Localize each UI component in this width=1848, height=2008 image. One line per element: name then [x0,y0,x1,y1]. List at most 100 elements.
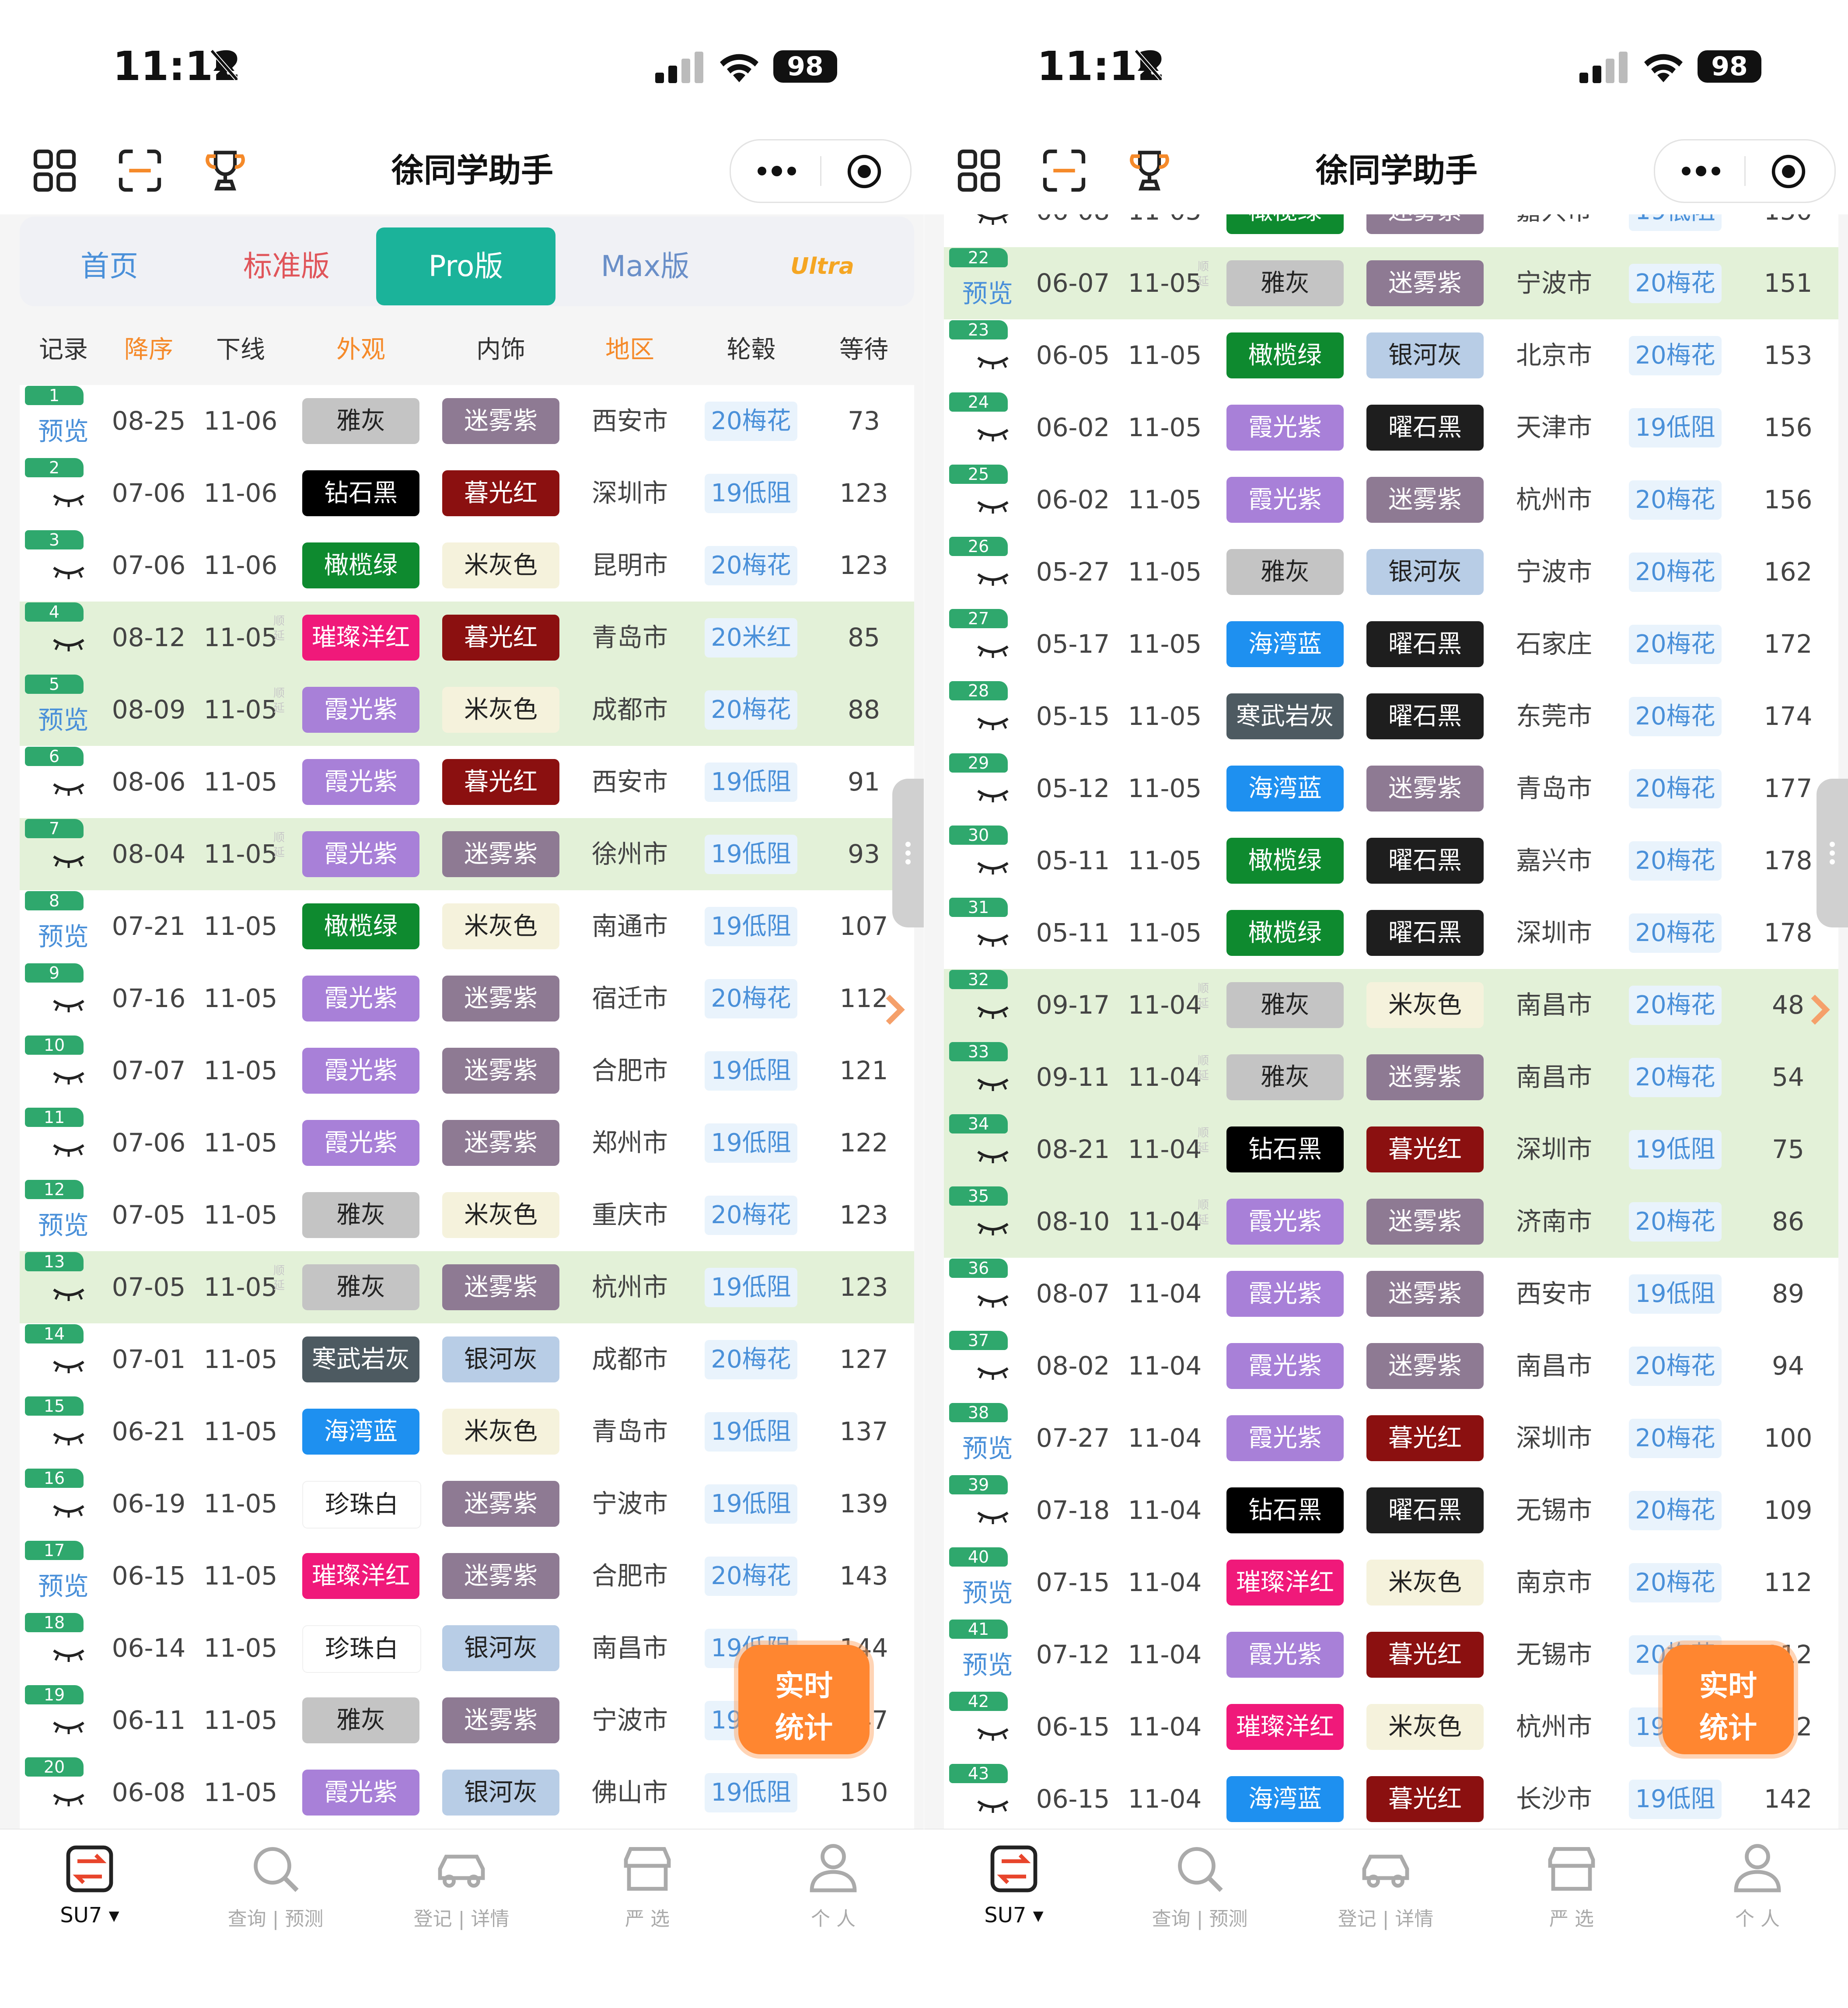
bottom-tab-3[interactable]: 严 选 [582,1838,713,1952]
table-row[interactable]: 17 预览 06-15 11-05 璀璨洋红 迷雾紫 合肥市 20梅花 143 [20,1540,914,1613]
table-row[interactable]: 1 预览 08-25 11-06 雅灰 迷雾紫 西安市 20梅花 73 [20,385,914,458]
closed-eye-icon[interactable] [51,781,86,798]
closed-eye-icon[interactable] [51,1070,86,1087]
table-row[interactable]: 15 06-21 11-05 海湾蓝 米灰色 青岛市 19低阻 137 [20,1396,914,1469]
preview-link[interactable]: 预览 [38,922,89,952]
table-row[interactable]: 43 06-15 11-04 海湾蓝 暮光红 长沙市 19低阻 142 [944,1763,1838,1829]
table-row[interactable]: 35 08-10 11-04 顺延 霞光紫 迷雾紫 济南市 20梅花 86 [944,1186,1838,1259]
tab-1[interactable]: 标准版 [243,249,330,283]
closed-eye-icon[interactable] [975,571,1010,588]
closed-eye-icon[interactable] [51,1358,86,1376]
closed-eye-icon[interactable] [975,1798,1010,1816]
table-row[interactable]: 29 05-12 11-05 海湾蓝 迷雾紫 青岛市 20梅花 177 [944,752,1838,826]
closed-eye-icon[interactable] [51,564,86,582]
closed-eye-icon[interactable] [975,1365,1010,1382]
table-row[interactable]: 24 06-02 11-05 霞光紫 曜石黑 天津市 19低阻 156 [944,392,1838,465]
closed-eye-icon[interactable] [975,787,1010,805]
table-row[interactable]: 23 06-05 11-05 橄榄绿 银河灰 北京市 20梅花 153 [944,319,1838,392]
chevron-right-icon[interactable] [884,992,905,1027]
bottom-tab-1[interactable]: 查询 | 预测 [1134,1838,1265,1952]
table-row[interactable]: 2 07-06 11-06 钻石黑 暮光红 深圳市 19低阻 123 [20,457,914,530]
table-row[interactable]: 26 05-27 11-05 雅灰 银河灰 宁波市 20梅花 162 [944,536,1838,609]
closed-eye-icon[interactable] [51,637,86,654]
realtime-stats-button[interactable]: 实时 统计 [738,1645,870,1754]
closed-eye-icon[interactable] [51,1142,86,1159]
side-drawer-handle[interactable] [892,779,924,927]
closed-eye-icon[interactable] [51,1647,86,1665]
closed-eye-icon[interactable] [975,1221,1010,1238]
closed-eye-icon[interactable] [975,715,1010,733]
closed-eye-icon[interactable] [51,1431,86,1448]
more-dots-icon[interactable] [755,159,799,183]
closed-eye-icon[interactable] [51,1286,86,1304]
grid-menu-icon[interactable] [955,147,1003,195]
close-target-icon[interactable] [1770,153,1807,190]
close-target-icon[interactable] [845,153,883,190]
grid-menu-icon[interactable] [31,147,79,195]
chevron-right-icon[interactable] [1809,992,1831,1027]
table-row[interactable]: 11 07-06 11-05 霞光紫 迷雾紫 郑州市 19低阻 122 [20,1107,914,1180]
tab-2[interactable]: Pro版 [376,227,555,305]
table-row[interactable]: 4 08-12 11-05 顺延 璀璨洋红 暮光红 青岛市 20米红 85 [20,602,914,675]
column-header[interactable]: 降序 [124,336,173,364]
table-row[interactable]: 22 预览 06-07 11-05 顺延 雅灰 迷雾紫 宁波市 20梅花 151 [944,247,1838,320]
table-row[interactable]: 5 预览 08-09 11-05 顺延 霞光紫 米灰色 成都市 20梅花 88 [20,674,914,747]
table-row[interactable]: 8 预览 07-21 11-05 橄榄绿 米灰色 南通市 19低阻 107 [20,890,914,963]
table-row[interactable]: 33 09-11 11-04 顺延 雅灰 迷雾紫 南昌市 20梅花 54 [944,1041,1838,1114]
table-row[interactable]: 36 08-07 11-04 霞光紫 迷雾紫 西安市 19低阻 89 [944,1258,1838,1331]
closed-eye-icon[interactable] [51,492,86,510]
table-row[interactable]: 6 08-06 11-05 霞光紫 暮光红 西安市 19低阻 91 [20,746,914,819]
table-row[interactable]: 28 05-15 11-05 寒武岩灰 曜石黑 东莞市 20梅花 174 [944,680,1838,753]
table-row[interactable]: 27 05-17 11-05 海湾蓝 曜石黑 石家庄 20梅花 172 [944,608,1838,681]
preview-link[interactable]: 预览 [962,1434,1013,1463]
preview-link[interactable]: 预览 [38,1210,89,1240]
table-row[interactable]: 3 07-06 11-06 橄榄绿 米灰色 昆明市 20梅花 123 [20,529,914,602]
preview-link[interactable]: 预览 [38,705,89,735]
closed-eye-icon[interactable] [975,427,1010,444]
closed-eye-icon[interactable] [975,354,1010,372]
closed-eye-icon[interactable] [975,1004,1010,1021]
tab-0[interactable]: 首页 [80,249,138,283]
tab-4[interactable]: Ultra [790,253,854,280]
side-drawer-handle[interactable] [1817,779,1848,927]
table-row[interactable]: 40 预览 07-15 11-04 璀璨洋红 米灰色 南京市 20梅花 112 [944,1546,1838,1620]
closed-eye-icon[interactable] [975,1148,1010,1166]
table-row[interactable]: 13 07-05 11-05 顺延 雅灰 迷雾紫 杭州市 19低阻 123 [20,1251,914,1324]
scan-icon[interactable] [1040,147,1088,195]
closed-eye-icon[interactable] [51,1719,86,1737]
closed-eye-icon[interactable] [51,1503,86,1520]
column-header[interactable]: 地区 [605,336,654,364]
bottom-tab-3[interactable]: 严 选 [1506,1838,1637,1952]
bottom-tab-4[interactable]: 个 人 [768,1838,899,1952]
table-row[interactable]: 7 08-04 11-05 顺延 霞光紫 迷雾紫 徐州市 19低阻 93 [20,818,914,891]
closed-eye-icon[interactable] [51,997,86,1015]
closed-eye-icon[interactable] [975,1076,1010,1094]
table-row[interactable]: 31 05-11 11-05 橄榄绿 曜石黑 深圳市 20梅花 178 [944,897,1838,970]
scan-icon[interactable] [116,147,164,195]
table-row[interactable]: 34 08-21 11-04 顺延 钻石黑 暮光红 深圳市 19低阻 75 [944,1113,1838,1186]
column-header[interactable]: 外观 [336,336,385,364]
closed-eye-icon[interactable] [51,853,86,871]
table-row[interactable]: 30 05-11 11-05 橄榄绿 曜石黑 嘉兴市 20梅花 178 [944,825,1838,898]
closed-eye-icon[interactable] [975,1293,1010,1310]
bottom-tab-2[interactable]: 登记 | 详情 [396,1838,527,1952]
more-dots-icon[interactable] [1679,159,1723,183]
closed-eye-icon[interactable] [975,214,1010,227]
preview-link[interactable]: 预览 [962,1650,1013,1680]
preview-link[interactable]: 预览 [962,1578,1013,1608]
table-row[interactable]: 39 07-18 11-04 钻石黑 曜石黑 无锡市 20梅花 109 [944,1474,1838,1547]
table-row[interactable]: 20 06-08 11-05 霞光紫 银河灰 佛山市 19低阻 150 [20,1756,914,1829]
bottom-tab-2[interactable]: 登记 | 详情 [1320,1838,1451,1952]
realtime-stats-button[interactable]: 实时 统计 [1663,1645,1794,1754]
table-row[interactable]: 32 09-17 11-04 顺延 雅灰 米灰色 南昌市 20梅花 48 [944,969,1838,1042]
closed-eye-icon[interactable] [51,1791,86,1809]
tab-3[interactable]: Max版 [601,249,690,283]
closed-eye-icon[interactable] [975,932,1010,949]
bottom-tab-0[interactable]: SU7 ▾ [24,1838,155,1952]
bottom-tab-0[interactable]: SU7 ▾ [948,1838,1079,1952]
table-row[interactable]: 16 06-19 11-05 珍珠白 迷雾紫 宁波市 19低阻 139 [20,1468,914,1541]
closed-eye-icon[interactable] [975,860,1010,877]
table-row[interactable]: 9 07-16 11-05 霞光紫 迷雾紫 宿迁市 20梅花 112 [20,962,914,1035]
table-row[interactable]: 10 07-07 11-05 霞光紫 迷雾紫 合肥市 19低阻 121 [20,1035,914,1108]
